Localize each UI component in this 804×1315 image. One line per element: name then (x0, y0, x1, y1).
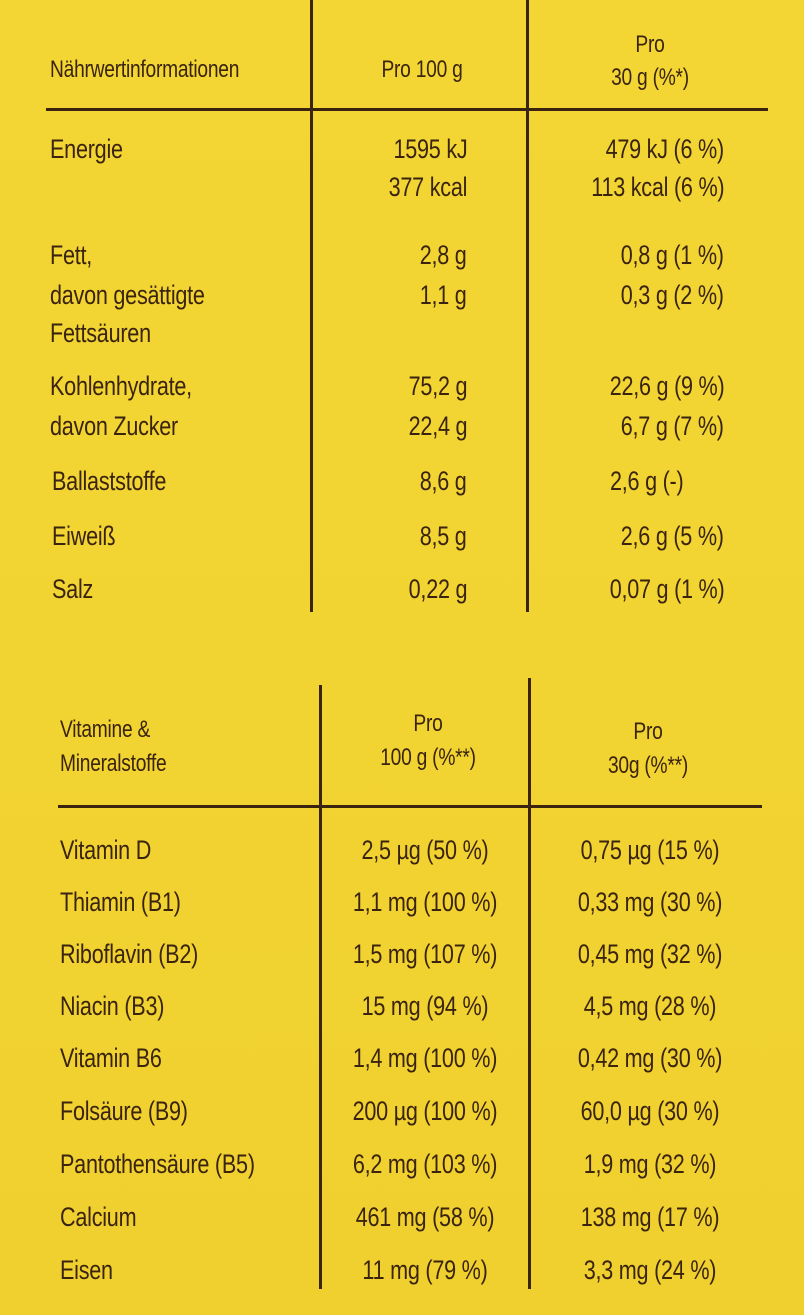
nutrition-row-label: Ballaststoffe (52, 466, 167, 496)
vitamins-row-per100: 1,1 mg (100 %) (352, 887, 498, 917)
nutrition-header-label: Nährwertinformationen (50, 56, 240, 83)
nutrition-row-per100: 1,1 g (420, 280, 467, 310)
nutrition-row-perserving: 22,6 g (9 %) (609, 371, 724, 401)
vitamins-header-label-line2: Mineralstoffe (60, 750, 167, 777)
vitamins-row-perserving: 4,5 mg (28 %) (583, 991, 717, 1021)
nutrition-row-perserving: 0,3 g (2 %) (620, 280, 724, 310)
vitamins-col-divider-1 (319, 685, 322, 1289)
vitamins-row-perserving: 0,45 mg (32 %) (577, 939, 723, 969)
vitamins-row-label: Niacin (B3) (60, 991, 165, 1021)
nutrition-row-label: Fett, (50, 240, 93, 270)
nutrition-header-perserving-line2: 30 g (%*) (611, 64, 689, 91)
vitamins-row-per100: 200 µg (100 %) (352, 1096, 498, 1126)
vitamins-header-perserving-line1: Pro (633, 718, 663, 745)
vitamins-row-label: Eisen (60, 1255, 113, 1285)
nutrition-row-per100: 1595 kJ (393, 134, 467, 164)
nutrition-row-perserving: 479 kJ (6 %) (605, 134, 725, 164)
vitamins-row-per100: 6,2 mg (103 %) (352, 1149, 498, 1179)
nutrition-row-perserving: 0,07 g (1 %) (609, 574, 724, 604)
vitamins-row-label: Calcium (60, 1202, 137, 1232)
vitamins-header-perserving-line2: 30g (%**) (607, 752, 688, 779)
nutrition-row-per100: 22,4 g (408, 411, 467, 441)
vitamins-row-perserving: 0,42 mg (30 %) (577, 1043, 723, 1073)
vitamins-header-label-line1: Vitamine & (60, 716, 151, 743)
nutrition-row-perserving: 0,8 g (1 %) (620, 240, 724, 270)
nutrition-row-per100: 2,8 g (420, 240, 467, 270)
nutrition-row-label: Kohlenhydrate, (50, 371, 192, 401)
vitamins-row-label: Thiamin (B1) (60, 887, 181, 917)
vitamins-header-rule (58, 805, 762, 808)
nutrition-row-perserving: 113 kcal (6 %) (590, 172, 724, 202)
vitamins-row-per100: 11 mg (79 %) (362, 1255, 488, 1285)
vitamins-row-perserving: 60,0 µg (30 %) (580, 1096, 720, 1126)
vitamins-row-per100: 15 mg (94 %) (361, 991, 489, 1021)
vitamins-row-label: Pantothensäure (B5) (60, 1149, 255, 1179)
nutrition-header-perserving-line1: Pro (635, 31, 665, 58)
nutrition-row-label: davon gesättigte (50, 280, 205, 310)
vitamins-row-per100: 1,5 mg (107 %) (352, 939, 498, 969)
vitamins-row-per100: 1,4 mg (100 %) (352, 1043, 498, 1073)
nutrition-row-per100: 0,22 g (408, 574, 467, 604)
nutrition-row-label: Fettsäuren (50, 318, 151, 348)
nutrition-row-per100: 8,5 g (420, 521, 467, 551)
nutrition-row-perserving: 6,7 g (7 %) (620, 411, 724, 441)
vitamins-row-perserving: 0,33 mg (30 %) (577, 887, 723, 917)
nutrition-row-perserving: 2,6 g (-) (610, 466, 684, 496)
vitamins-row-per100: 461 mg (58 %) (355, 1202, 495, 1232)
nutrition-row-label: Salz (52, 574, 94, 604)
vitamins-row-label: Vitamin D (60, 835, 152, 865)
vitamins-row-perserving: 138 mg (17 %) (580, 1202, 720, 1232)
vitamins-header-per100-line2: 100 g (%**) (380, 744, 476, 771)
vitamins-row-label: Folsäure (B9) (60, 1096, 188, 1126)
nutrition-row-label: Energie (50, 134, 123, 164)
vitamins-row-label: Vitamin B6 (60, 1043, 162, 1073)
nutrition-col-divider-2 (526, 0, 529, 612)
nutrition-row-per100: 377 kcal (388, 172, 467, 202)
vitamins-header-per100-line1: Pro (413, 710, 443, 737)
vitamins-col-divider-2 (528, 678, 531, 1289)
vitamins-row-per100: 2,5 µg (50 %) (361, 835, 489, 865)
vitamins-row-perserving: 0,75 µg (15 %) (580, 835, 720, 865)
nutrition-header-rule (46, 108, 768, 111)
vitamins-row-perserving: 1,9 mg (32 %) (583, 1149, 717, 1179)
vitamins-row-label: Riboflavin (B2) (60, 939, 199, 969)
nutrition-row-label: Eiweiß (52, 521, 116, 551)
nutrition-row-label: davon Zucker (50, 411, 178, 441)
nutrition-row-per100: 75,2 g (408, 371, 467, 401)
vitamins-row-perserving: 3,3 mg (24 %) (583, 1255, 717, 1285)
nutrition-header-per100: Pro 100 g (381, 56, 463, 83)
nutrition-row-per100: 8,6 g (420, 466, 467, 496)
nutrition-row-perserving: 2,6 g (5 %) (620, 521, 724, 551)
nutrition-col-divider-1 (310, 0, 313, 612)
